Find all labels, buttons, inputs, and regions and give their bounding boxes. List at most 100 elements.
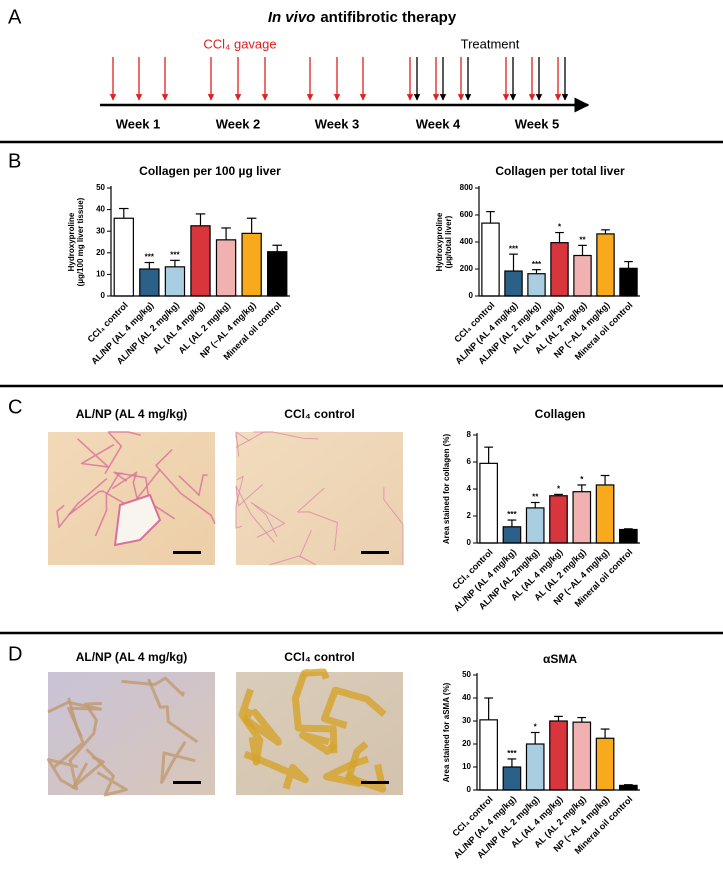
bar: [596, 233, 615, 297]
bar: [241, 232, 262, 297]
tissue-texture: [242, 708, 282, 746]
tissue-texture: [235, 475, 244, 529]
tissue-texture: [71, 755, 105, 789]
bar: [549, 720, 568, 791]
chart-title: αSMA: [543, 652, 577, 666]
tissue-texture: [321, 686, 387, 729]
title-rest: antifibrotic therapy: [320, 9, 457, 26]
y-tick-label: 0: [101, 291, 106, 300]
y-axis-label: Area stained for collagen (%): [442, 434, 451, 545]
y-tick-label: 4: [467, 484, 472, 493]
bar: [215, 239, 237, 297]
micrograph-label: CCl₄ control: [284, 407, 354, 421]
y-axis-label: Area stained for aSMA (%): [442, 682, 451, 782]
micrograph: [236, 432, 403, 565]
significance: *: [534, 723, 538, 732]
vessel: [113, 493, 162, 547]
y-tick-label: 800: [460, 183, 474, 192]
tissue-texture: [243, 750, 309, 790]
significance: **: [579, 235, 586, 244]
tissue-texture: [76, 438, 115, 468]
timeline-title: In vivo antifibrotic therapy: [268, 9, 457, 26]
bar: [549, 495, 568, 544]
tissue-texture: [155, 448, 216, 525]
tissue-texture: [68, 702, 102, 763]
chart-title: Collagen: [535, 407, 586, 421]
y-axis-label: (µg/total liver): [444, 215, 453, 268]
tissue-texture: [291, 673, 338, 754]
micrograph: [48, 432, 215, 565]
significance: ***: [507, 749, 517, 758]
tissue-texture: [297, 487, 338, 551]
week-label: Week 4: [416, 116, 461, 131]
significance: ***: [145, 253, 155, 262]
tissue-texture: [56, 477, 108, 528]
scale-bar: [173, 781, 201, 784]
tissue-texture: [113, 471, 176, 520]
tissue-texture: [147, 678, 199, 744]
bar: [164, 266, 186, 297]
significance: **: [532, 493, 539, 502]
tissue-texture: [235, 431, 251, 457]
week-label: Week 3: [315, 116, 360, 131]
y-tick-label: 0: [467, 785, 472, 794]
bar: [525, 507, 545, 544]
significance: ***: [170, 250, 180, 259]
bar: [190, 225, 211, 297]
bar: [479, 719, 498, 791]
bar: [550, 242, 569, 297]
bar: [267, 251, 288, 297]
y-tick-label: 20: [462, 739, 471, 748]
tissue-texture: [345, 741, 387, 793]
tissue-texture: [53, 697, 85, 768]
y-tick-label: 0: [467, 538, 472, 547]
y-tick-label: 30: [96, 226, 105, 235]
tissue-texture: [160, 740, 196, 784]
tissue-texture: [235, 484, 275, 543]
y-axis-label: (µg/100 mg liver tissue): [76, 197, 85, 286]
scale-bar: [173, 551, 201, 554]
significance: *: [580, 475, 584, 484]
y-tick-label: 2: [467, 511, 472, 520]
y-tick-label: 20: [96, 248, 105, 257]
bar: [502, 526, 522, 544]
bar: [619, 784, 638, 791]
treatment-label: Treatment: [461, 36, 520, 51]
significance: *: [558, 223, 562, 232]
scale-bar: [361, 781, 389, 784]
panel-label: C: [8, 396, 22, 418]
y-tick-label: 50: [462, 670, 471, 679]
scale-bar: [361, 551, 389, 554]
y-tick-label: 10: [462, 762, 471, 771]
bar: [504, 270, 523, 297]
tissue-texture: [238, 688, 264, 766]
y-axis-label: Hydroxyproline: [67, 212, 76, 271]
y-tick-label: 6: [467, 457, 472, 466]
week-label: Week 5: [515, 116, 560, 131]
bar: [595, 737, 615, 791]
y-tick-label: 400: [460, 237, 474, 246]
y-tick-label: 40: [462, 693, 471, 702]
bar: [502, 766, 522, 791]
y-tick-label: 40: [96, 205, 105, 214]
bar: [573, 254, 592, 297]
tissue-texture: [178, 474, 208, 497]
bar: [481, 222, 500, 297]
micrograph-label: CCl₄ control: [284, 650, 354, 664]
tissue-texture: [250, 502, 286, 538]
tissue-texture: [85, 748, 128, 797]
panel-label: B: [8, 150, 21, 172]
y-tick-label: 50: [96, 183, 105, 192]
bar: [139, 268, 160, 297]
significance: ***: [507, 510, 517, 519]
bar: [595, 484, 615, 544]
bar: [113, 217, 134, 297]
y-axis-label: Hydroxyproline: [435, 212, 444, 271]
tissue-texture: [111, 468, 161, 500]
bar: [619, 267, 638, 297]
bar: [525, 743, 545, 791]
panel-label: D: [8, 643, 22, 665]
significance: ***: [509, 244, 519, 253]
tissue-texture: [104, 431, 141, 475]
tissue-texture: [121, 676, 185, 697]
